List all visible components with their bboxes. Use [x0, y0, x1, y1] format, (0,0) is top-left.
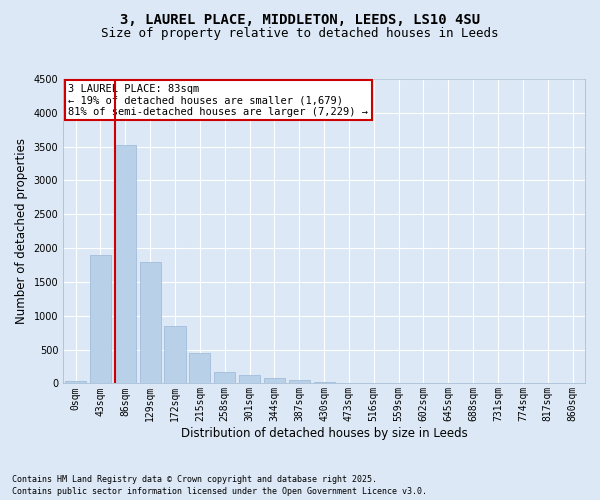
Bar [189, 353, 211, 384]
X-axis label: Distribution of detached houses by size in Leeds: Distribution of detached houses by size … [181, 427, 467, 440]
Text: Contains public sector information licensed under the Open Government Licence v3: Contains public sector information licen… [12, 486, 427, 496]
Text: Contains HM Land Registry data © Crown copyright and database right 2025.: Contains HM Land Registry data © Crown c… [12, 475, 377, 484]
Bar [214, 372, 235, 384]
Bar [65, 382, 86, 384]
Text: Size of property relative to detached houses in Leeds: Size of property relative to detached ho… [101, 28, 499, 40]
Bar [140, 262, 161, 384]
Bar [115, 146, 136, 384]
Bar [314, 382, 335, 384]
Y-axis label: Number of detached properties: Number of detached properties [15, 138, 28, 324]
Bar [164, 326, 185, 384]
Text: 3, LAUREL PLACE, MIDDLETON, LEEDS, LS10 4SU: 3, LAUREL PLACE, MIDDLETON, LEEDS, LS10 … [120, 12, 480, 26]
Bar [90, 255, 111, 384]
Text: 3 LAUREL PLACE: 83sqm
← 19% of detached houses are smaller (1,679)
81% of semi-d: 3 LAUREL PLACE: 83sqm ← 19% of detached … [68, 84, 368, 117]
Bar [264, 378, 285, 384]
Bar [289, 380, 310, 384]
Bar [239, 376, 260, 384]
